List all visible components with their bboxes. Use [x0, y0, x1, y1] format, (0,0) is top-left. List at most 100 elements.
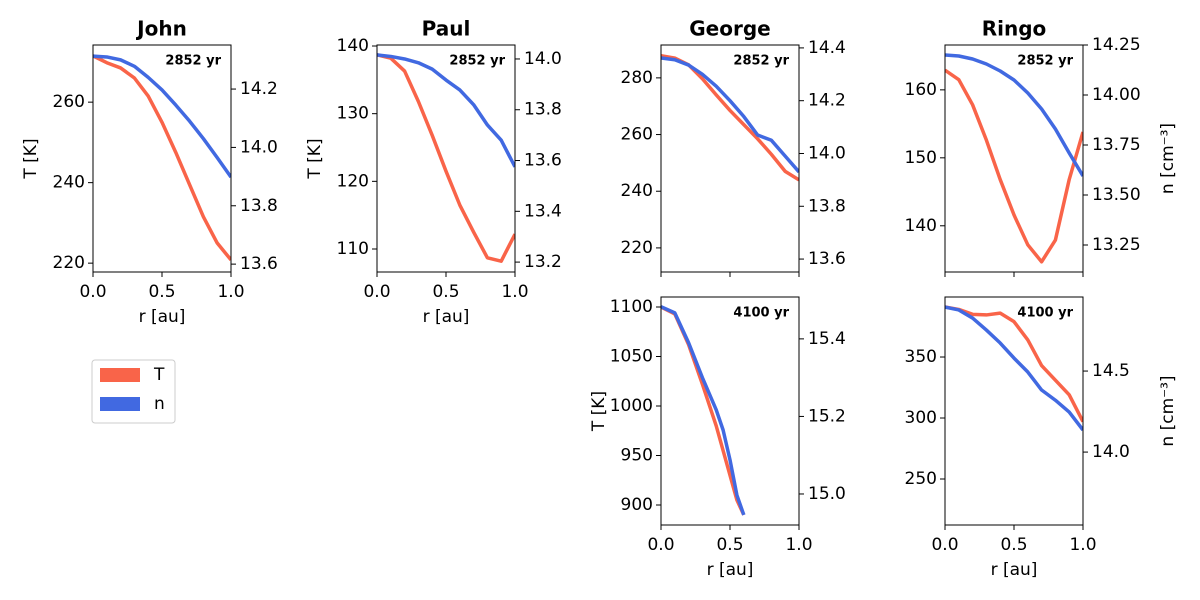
panel-title: John [135, 17, 187, 41]
panel: 220 240 260 280 13.6 13.8 14.0 14.2 14.4 George 28… [621, 17, 846, 277]
y-tick-label: 1100 [610, 297, 653, 317]
series-line [377, 53, 515, 263]
y-tick-label: 120 [337, 171, 369, 191]
panel-title: Paul [422, 17, 471, 41]
x-tick-label: 0.0 [363, 282, 390, 302]
panel: 140 150 160 13.25 13.50 13.75 14.00 14.25 Ringo 2… [905, 17, 1178, 277]
x-tick-label: 1.0 [785, 535, 812, 555]
x-tick-label: 0.5 [432, 282, 459, 302]
annotation: 2852 yr [165, 54, 221, 69]
axes-frame [92, 44, 232, 273]
y2-tick-label: 14.5 [1092, 361, 1130, 381]
legend: Tn [91, 359, 176, 424]
legend-label: T [153, 365, 165, 385]
x-axis-label: r [au] [139, 307, 186, 327]
y2-tick-label: 13.8 [240, 196, 278, 216]
legend-label: n [154, 394, 165, 414]
y2-tick-label: 14.25 [1092, 35, 1141, 55]
y-tick-label: 240 [53, 173, 85, 193]
axes-frame [660, 44, 800, 273]
y-axis-label: T [K] [305, 138, 325, 179]
x-axis-label: r [au] [707, 560, 754, 580]
y-tick-label: 240 [621, 181, 653, 201]
series-line [93, 54, 231, 179]
y2-tick-label: 13.6 [524, 151, 562, 171]
y-tick-label: 150 [905, 148, 937, 168]
y2-axis-label: n [cm⁻³] [1158, 123, 1178, 194]
series-line [945, 305, 1083, 432]
y2-tick-label: 13.4 [524, 201, 562, 221]
x-tick-label: 0.0 [647, 535, 674, 555]
y-tick-label: 260 [53, 92, 85, 112]
series-line [945, 68, 1083, 264]
annotation: 2852 yr [733, 54, 789, 69]
panel-title: George [689, 17, 770, 41]
y2-tick-label: 13.50 [1092, 185, 1141, 205]
series-line [945, 53, 1083, 177]
panel-title: Ringo [982, 17, 1047, 41]
y-tick-label: 300 [905, 408, 937, 428]
y-tick-label: 1000 [610, 396, 653, 416]
y-axis-label: T [K] [589, 391, 609, 432]
y-tick-label: 140 [337, 36, 369, 56]
x-tick-label: 0.0 [931, 535, 958, 555]
x-axis-label: r [au] [991, 560, 1038, 580]
y-axis-label: T [K] [21, 138, 41, 179]
y2-tick-label: 14.0 [1092, 442, 1130, 462]
y-tick-label: 950 [621, 446, 653, 466]
series-line [945, 305, 1083, 423]
y-tick-label: 1050 [610, 346, 653, 366]
series-line [93, 54, 231, 262]
panel: 0.0 0.5 1.0 250 300 350 14.0 14.5 4100 yr r [au] n… [905, 296, 1178, 580]
y-tick-label: 160 [905, 80, 937, 100]
y-tick-label: 260 [621, 125, 653, 145]
y2-tick-label: 13.6 [240, 254, 278, 274]
y2-tick-label: 15.2 [808, 406, 846, 426]
y2-tick-label: 15.0 [808, 484, 846, 504]
y-tick-label: 130 [337, 104, 369, 124]
x-tick-label: 1.0 [501, 282, 528, 302]
y-tick-label: 220 [53, 253, 85, 273]
annotation: 2852 yr [449, 54, 505, 69]
y-tick-label: 250 [905, 469, 937, 489]
panel: 0.0 0.5 1.0 900 950 1000 1050 1100 15.0 15.2 15.4 4… [589, 296, 846, 580]
x-tick-label: 0.0 [79, 282, 106, 302]
x-tick-label: 0.5 [148, 282, 175, 302]
y2-tick-label: 14.0 [524, 49, 562, 69]
y2-tick-label: 14.2 [808, 91, 846, 111]
y-tick-label: 350 [905, 347, 937, 367]
y2-tick-label: 14.2 [240, 79, 278, 99]
y2-tick-label: 13.2 [524, 252, 562, 272]
x-tick-label: 0.5 [1000, 535, 1027, 555]
y2-tick-label: 13.25 [1092, 235, 1141, 255]
y2-tick-label: 15.4 [808, 329, 846, 349]
y2-tick-label: 13.8 [808, 196, 846, 216]
axes-frame [944, 296, 1084, 526]
legend-swatch [100, 368, 140, 382]
x-tick-label: 1.0 [217, 282, 244, 302]
series-line [377, 53, 515, 168]
y-tick-label: 900 [621, 495, 653, 515]
annotation: 4100 yr [1017, 306, 1073, 321]
y2-tick-label: 14.00 [1092, 85, 1141, 105]
y2-tick-label: 13.8 [524, 100, 562, 120]
y2-tick-label: 13.75 [1092, 135, 1141, 155]
panel: 0.0 0.5 1.0 220 240 260 13.6 13.8 14.0 14.2 John 28… [21, 17, 278, 328]
series-line [661, 56, 799, 174]
y2-axis-label: n [cm⁻³] [1158, 375, 1178, 446]
legend-swatch [100, 397, 140, 411]
annotation: 2852 yr [1017, 54, 1073, 69]
series-line [661, 305, 746, 516]
series-line [661, 54, 799, 182]
y-tick-label: 110 [337, 239, 369, 259]
series-line [661, 305, 746, 516]
y2-tick-label: 13.6 [808, 249, 846, 269]
y-tick-label: 220 [621, 238, 653, 258]
x-axis-label: r [au] [423, 307, 470, 327]
y-tick-label: 140 [905, 216, 937, 236]
annotation: 4100 yr [733, 306, 789, 321]
y2-tick-label: 14.0 [808, 143, 846, 163]
y-tick-label: 280 [621, 68, 653, 88]
x-tick-label: 1.0 [1069, 535, 1096, 555]
